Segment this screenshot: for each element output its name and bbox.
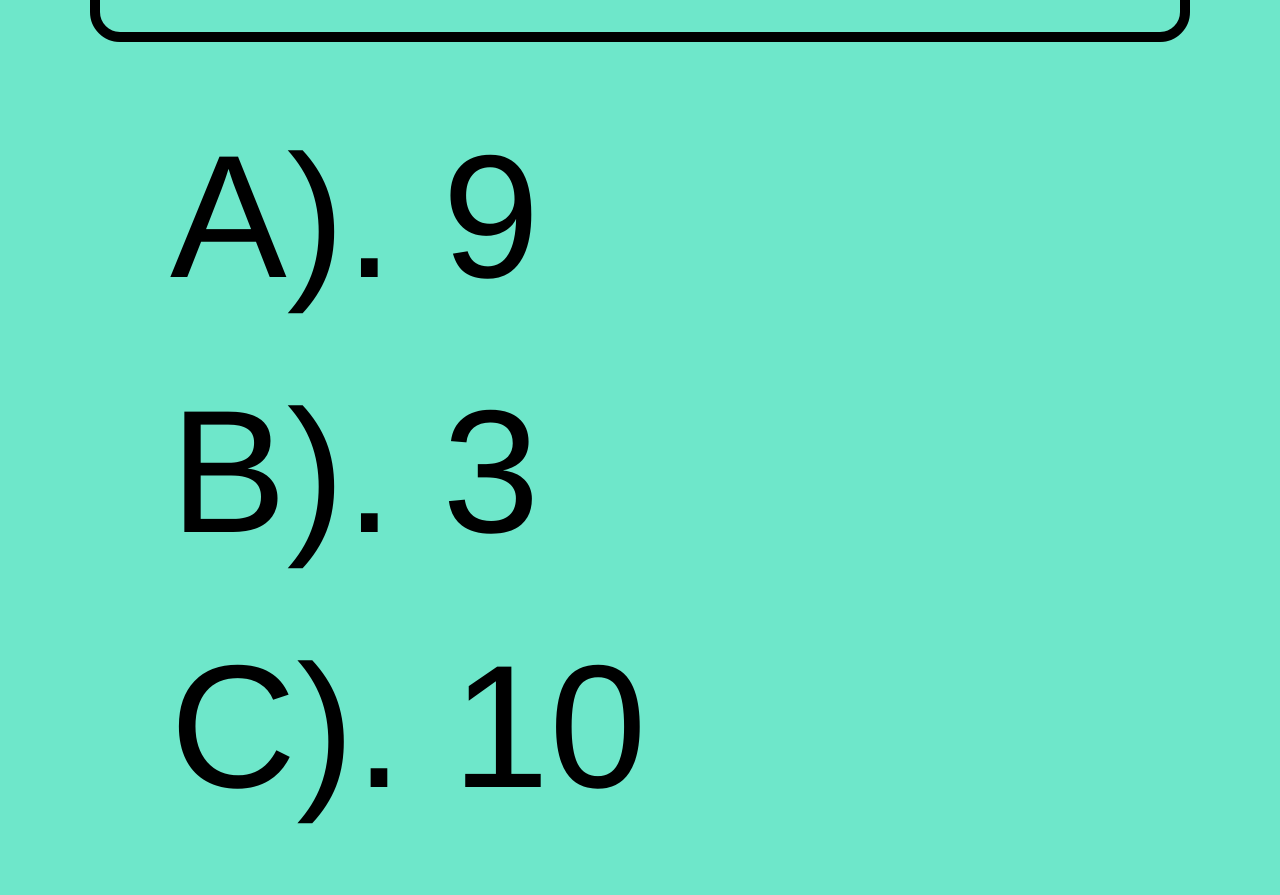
options-list: A). 9 B). 3 C). 10: [170, 130, 647, 895]
option-label-b: B).: [170, 375, 442, 570]
option-value-a: 9: [442, 120, 539, 315]
option-c[interactable]: C). 10: [170, 640, 647, 815]
option-label-a: A).: [170, 120, 442, 315]
question-box: [90, 0, 1190, 42]
option-b[interactable]: B). 3: [170, 385, 647, 560]
option-value-b: 3: [442, 375, 539, 570]
option-a[interactable]: A). 9: [170, 130, 647, 305]
option-label-c: C).: [170, 630, 452, 825]
option-value-c: 10: [452, 630, 647, 825]
